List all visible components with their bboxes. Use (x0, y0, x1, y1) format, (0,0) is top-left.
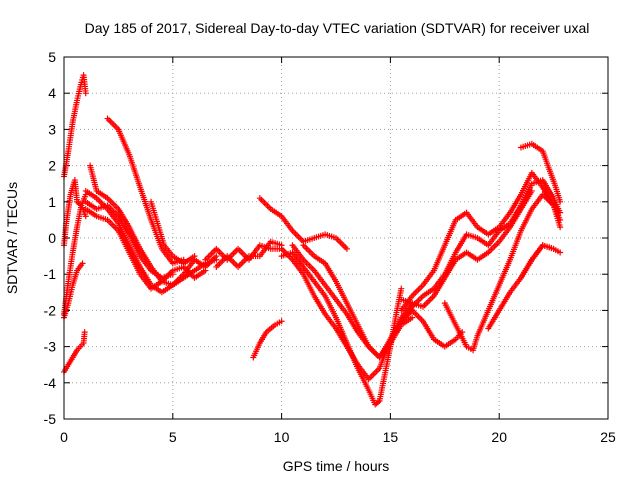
series-arc-26 (517, 140, 564, 205)
data-point (398, 285, 405, 292)
plot-frame (63, 56, 609, 420)
x-tick-label: 0 (60, 429, 68, 445)
x-tick-label: 20 (491, 429, 507, 445)
x-tick-label: 25 (600, 429, 616, 445)
data-point (409, 314, 416, 321)
data-point (213, 256, 220, 263)
data-marks (61, 72, 564, 408)
series-arc-1 (61, 329, 88, 375)
series-arc-7 (82, 187, 220, 296)
data-point (278, 318, 285, 325)
series-arc-5 (61, 191, 89, 318)
data-point (557, 216, 564, 223)
data-point (557, 249, 564, 256)
y-tick-label: 5 (48, 49, 56, 65)
data-point (557, 224, 564, 231)
x-tick-label: 5 (169, 429, 177, 445)
y-tick-label: 3 (48, 121, 56, 137)
data-point (557, 198, 564, 205)
x-axis-label: GPS time / hours (283, 458, 390, 474)
series-arc-9 (82, 198, 176, 281)
data-point (79, 260, 86, 267)
x-tick-label: 10 (274, 429, 290, 445)
data-point (343, 245, 350, 252)
series-arc-15 (256, 195, 350, 252)
y-tick-label: -5 (44, 411, 57, 427)
data-point (550, 245, 557, 252)
series-arc-27 (517, 242, 557, 281)
chart-title: Day 185 of 2017, Sidereal Day-to-day VTE… (85, 20, 590, 36)
data-point (82, 213, 89, 220)
data-point (82, 90, 89, 97)
data-point (81, 329, 88, 336)
y-axis-label: SDTVAR / TECUs (4, 182, 20, 294)
y-tick-label: -4 (44, 375, 57, 391)
y-tick-label: 1 (48, 194, 56, 210)
data-point (202, 267, 209, 274)
y-tick-label: -2 (44, 302, 57, 318)
data-point (191, 253, 198, 260)
y-tick-label: 0 (48, 230, 56, 246)
x-tick-label: 15 (383, 429, 399, 445)
data-point (528, 187, 535, 194)
y-tick-label: 4 (48, 85, 56, 101)
data-point (169, 271, 176, 278)
series-arc-4 (61, 72, 89, 180)
data-point (557, 209, 564, 216)
series-arc-23 (398, 187, 535, 310)
y-tick-label: 2 (48, 158, 56, 174)
series-arc-13 (213, 238, 285, 270)
series-arc-16 (278, 249, 405, 408)
y-tick-label: -1 (44, 266, 57, 282)
y-tick-label: -3 (44, 339, 57, 355)
series-arc-8 (82, 206, 209, 292)
series-arc-11 (148, 198, 198, 267)
series-arc-10 (104, 115, 187, 267)
series-arc-14 (250, 318, 285, 361)
series-arc-24 (441, 191, 564, 354)
